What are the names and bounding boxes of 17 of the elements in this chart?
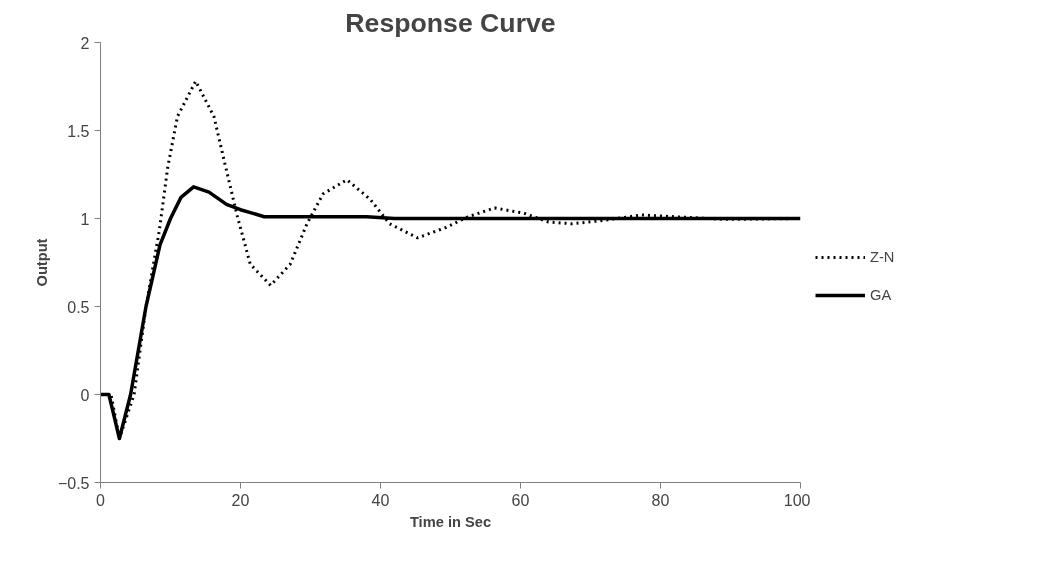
x-axis-title: Time in Sec	[409, 513, 492, 530]
x-tick-label: 20	[231, 491, 250, 509]
y-tick-label: 1.5	[67, 122, 90, 140]
y-tick-label: 1	[80, 210, 90, 228]
y-tick-label: 0	[80, 386, 90, 404]
y-tick-label: 2	[80, 34, 90, 52]
y-tick-label: 0.5	[67, 298, 90, 316]
y-tick-label: −0.5	[57, 474, 90, 492]
y-axis-title: Output	[33, 238, 50, 287]
x-tick-label: 80	[651, 491, 670, 509]
x-tick-label: 40	[371, 491, 390, 509]
x-tick-label: 60	[511, 491, 530, 509]
legend-label: GA	[870, 287, 892, 303]
legend-label: Z-N	[870, 249, 895, 265]
x-tick-label: 100	[783, 491, 811, 509]
x-tick-label: 0	[96, 491, 106, 509]
chart-title: Response Curve	[345, 7, 556, 38]
